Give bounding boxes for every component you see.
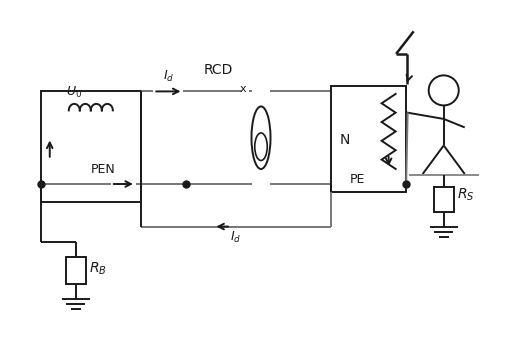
- Text: PEN: PEN: [91, 163, 116, 176]
- Bar: [331, 86, 406, 192]
- Text: $R_S$: $R_S$: [457, 187, 474, 203]
- Ellipse shape: [251, 106, 270, 169]
- Text: x: x: [240, 84, 247, 94]
- Bar: [41, 91, 141, 202]
- Text: $U_0$: $U_0$: [66, 84, 82, 100]
- Text: $I_d$: $I_d$: [230, 229, 241, 245]
- Text: $R_B$: $R_B$: [89, 261, 106, 277]
- Ellipse shape: [255, 133, 267, 160]
- Bar: [66, 257, 86, 284]
- Text: N: N: [340, 133, 350, 147]
- Text: PE: PE: [349, 173, 365, 185]
- Bar: [434, 187, 454, 212]
- Text: $I_d$: $I_d$: [163, 69, 174, 84]
- Text: RCD: RCD: [204, 63, 233, 77]
